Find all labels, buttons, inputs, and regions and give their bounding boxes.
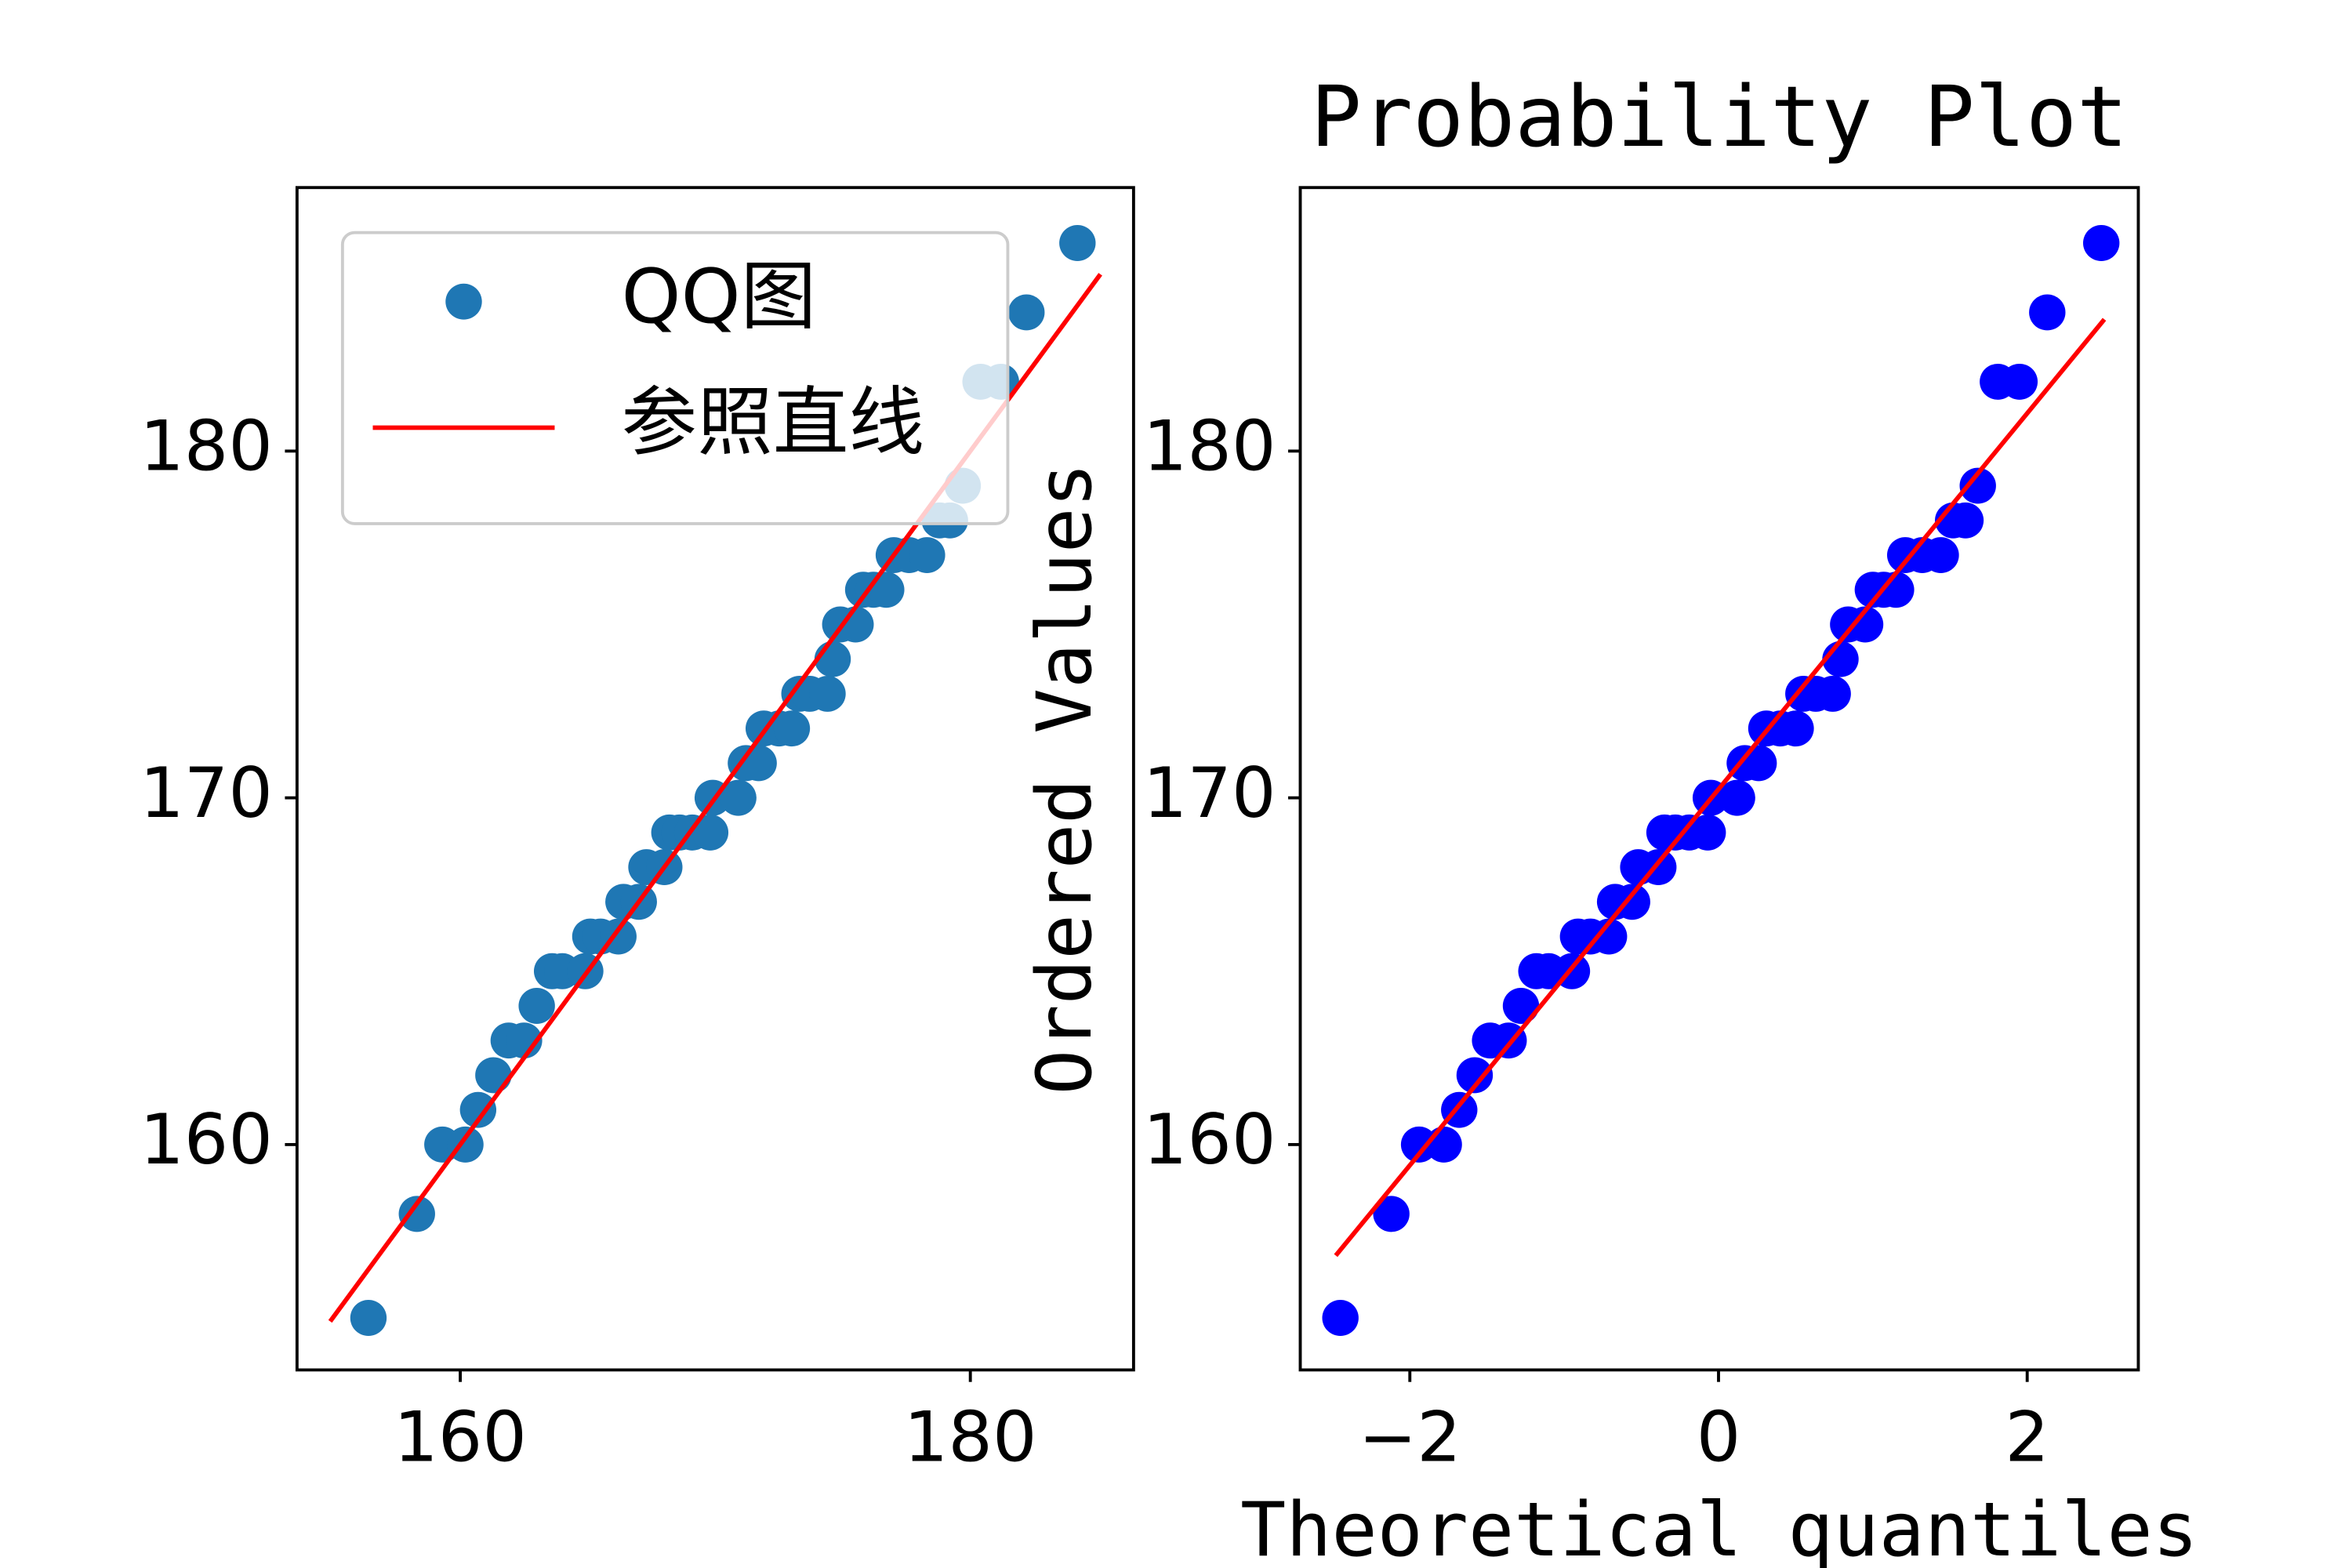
plot-frame	[1298, 186, 2140, 1372]
y-axis-label: Ordered Values	[1021, 463, 1109, 1094]
data-point	[1456, 1057, 1494, 1094]
data-point	[2029, 294, 2066, 331]
data-point	[909, 537, 946, 574]
data-point	[1059, 225, 1096, 261]
x-tick-label: 180	[904, 1397, 1037, 1478]
data-point	[1425, 1126, 1462, 1163]
chart-title: Probability Plot	[1311, 69, 2129, 166]
data-point	[506, 1022, 543, 1059]
legend-label: QQ图	[622, 252, 817, 339]
data-point	[1373, 1196, 1410, 1232]
data-point	[1613, 884, 1650, 920]
x-tick-label: 160	[394, 1397, 527, 1478]
data-point	[459, 1091, 497, 1128]
legend-marker	[445, 283, 482, 320]
legend-box	[340, 230, 1010, 525]
data-point	[2083, 225, 2120, 261]
data-point	[773, 710, 811, 747]
legend-label: 参照直线	[622, 379, 925, 466]
y-tick-label: 180	[140, 406, 273, 487]
data-point	[1814, 675, 1851, 712]
data-point	[1777, 710, 1814, 747]
y-tick-label: 160	[140, 1100, 273, 1181]
data-point	[1008, 294, 1045, 331]
data-point	[837, 606, 874, 643]
x-tick-label: −2	[1359, 1397, 1461, 1478]
data-point	[720, 779, 757, 816]
data-point	[350, 1300, 387, 1336]
data-point	[1719, 779, 1755, 816]
data-point	[1959, 467, 1996, 504]
x-axis-label: Theoretical quantiles	[1240, 1486, 2198, 1568]
data-point	[740, 745, 777, 782]
data-point	[1922, 537, 1959, 574]
data-point	[1591, 918, 1628, 955]
y-tick-label: 160	[1143, 1100, 1276, 1181]
data-point	[475, 1057, 512, 1094]
data-point	[1947, 502, 1984, 539]
data-point	[691, 814, 729, 851]
x-tick-label: 2	[2005, 1397, 2049, 1478]
y-tick-label: 180	[1143, 406, 1276, 487]
data-point	[1502, 988, 1540, 1024]
data-point	[398, 1196, 435, 1232]
data-point	[809, 675, 846, 712]
data-point	[1846, 606, 1884, 643]
y-tick-label: 170	[140, 753, 273, 833]
reference-line	[1334, 318, 2107, 1258]
data-point	[1740, 745, 1777, 782]
data-point	[1322, 1300, 1359, 1336]
data-point	[2001, 363, 2038, 400]
data-point	[1690, 814, 1726, 851]
x-tick-label: 0	[1697, 1397, 1741, 1478]
data-point	[518, 988, 555, 1024]
plot-frame	[295, 186, 1135, 1372]
data-point	[868, 572, 905, 608]
y-tick-label: 170	[1143, 753, 1276, 833]
